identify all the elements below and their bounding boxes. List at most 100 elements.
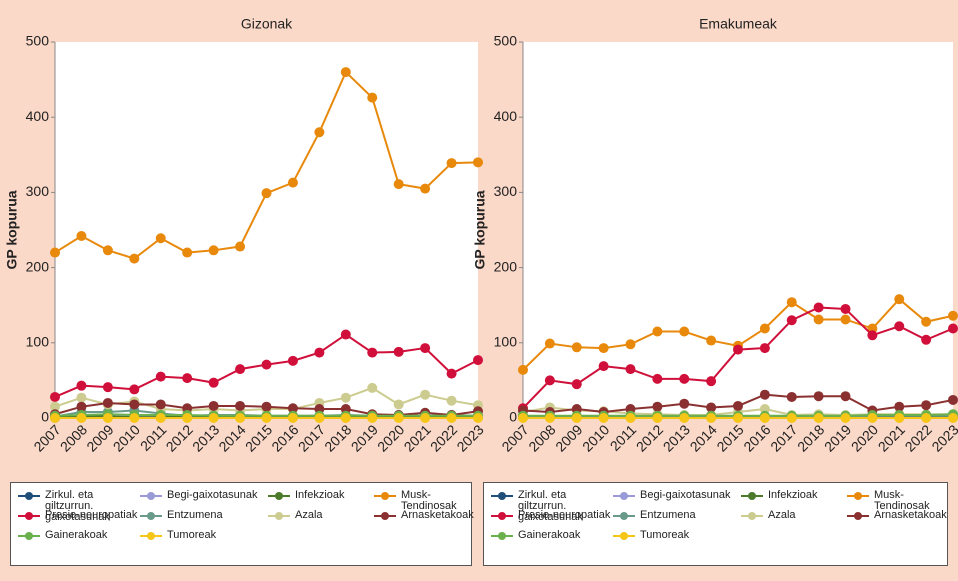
data-point: [652, 373, 663, 384]
swatch-dot: [25, 492, 33, 500]
data-point: [679, 398, 690, 409]
legend-label: Gainerakoak: [45, 529, 108, 541]
legend-label: Entzumena: [640, 509, 696, 521]
x-tick-label: 2010: [110, 421, 143, 454]
y-tick-label: 500: [494, 33, 518, 49]
legend-item: Infekzioak: [267, 490, 373, 510]
data-point: [813, 391, 824, 402]
data-point: [706, 413, 717, 423]
data-point: [894, 401, 905, 412]
plot-area: [55, 42, 478, 418]
data-point: [840, 391, 851, 402]
legend-swatch: [741, 492, 763, 500]
x-tick-label: 2019: [821, 421, 854, 454]
data-point: [813, 302, 824, 313]
legend-swatch: [140, 492, 162, 500]
swatch-dot: [381, 492, 389, 500]
y-tick-label: 300: [26, 183, 50, 199]
swatch-dot: [25, 512, 33, 520]
data-point: [446, 158, 457, 169]
data-point: [786, 413, 797, 423]
data-point: [706, 335, 717, 346]
swatch-dot: [748, 512, 756, 520]
legend-swatch: [140, 512, 162, 520]
data-point: [261, 401, 272, 412]
legend-item: Arnasketakoak: [373, 510, 474, 530]
chart-title: Emakumeak: [699, 16, 778, 32]
data-point: [679, 373, 690, 384]
legend-label: Presio-neuropatiak: [518, 509, 611, 521]
data-point: [625, 413, 636, 423]
data-point: [182, 413, 193, 423]
x-tick-label: 2017: [295, 421, 328, 454]
legend-label: Tumoreak: [640, 529, 690, 541]
data-point: [598, 343, 609, 354]
x-tick-label: 2020: [374, 421, 407, 454]
series: [50, 329, 483, 402]
legend-item: Zirkul. eta giltzurrun. gaixotasunak: [490, 490, 612, 523]
data-point: [571, 379, 582, 390]
swatch-dot: [620, 532, 628, 540]
data-point: [786, 297, 797, 308]
data-point: [921, 334, 932, 345]
swatch-dot: [25, 532, 33, 540]
data-point: [948, 310, 958, 321]
data-point: [182, 247, 193, 258]
x-tick-label: 2009: [83, 421, 116, 454]
swatch-dot: [275, 512, 283, 520]
legend-swatch: [18, 532, 40, 540]
data-point: [706, 376, 717, 387]
legend-item: Presio-neuropatiak: [17, 510, 139, 530]
data-point: [420, 413, 431, 423]
data-point: [208, 400, 219, 411]
data-point: [102, 397, 113, 408]
x-tick-label: 2011: [607, 421, 640, 454]
data-point: [840, 314, 851, 325]
data-point: [367, 413, 378, 423]
swatch-dot: [147, 532, 155, 540]
data-point: [102, 413, 113, 423]
x-tick-label: 2014: [215, 421, 248, 454]
chart-title: Gizonak: [241, 16, 293, 32]
data-point: [786, 315, 797, 326]
x-tick-label: 2023: [453, 421, 486, 454]
legend-swatch: [847, 512, 869, 520]
legend: Zirkul. eta giltzurrun. gaixotasunak Begi…: [10, 482, 474, 566]
data-point: [155, 233, 166, 244]
legend-swatch: [613, 512, 635, 520]
x-tick-label: 2012: [633, 421, 666, 454]
data-point: [867, 413, 878, 423]
x-tick-label: 2021: [401, 421, 434, 454]
legend-label: Begi-gaixotasunak: [640, 489, 731, 501]
x-tick-label: 2016: [740, 421, 773, 454]
data-point: [76, 380, 87, 391]
swatch-dot: [498, 532, 506, 540]
swatch-dot: [147, 512, 155, 520]
data-point: [652, 326, 663, 337]
y-tick-label: 200: [26, 258, 50, 274]
data-point: [155, 371, 166, 382]
legend-label: Presio-neuropatiak: [45, 509, 138, 521]
legend-swatch: [491, 512, 513, 520]
data-point: [393, 399, 404, 410]
data-point: [446, 368, 457, 379]
plot-area: [523, 42, 953, 418]
data-point: [393, 346, 404, 357]
data-point: [518, 413, 528, 423]
swatch-dot: [620, 492, 628, 500]
legend-item: Musk-Tendinosak: [846, 490, 947, 512]
data-point: [235, 400, 246, 411]
swatch-dot: [620, 512, 628, 520]
data-point: [367, 347, 378, 358]
data-point: [76, 231, 87, 242]
x-tick-label: 2021: [875, 421, 908, 454]
data-point: [786, 391, 797, 402]
legend-item: Begi-gaixotasunak: [612, 490, 740, 510]
data-point: [340, 413, 351, 423]
legend: Zirkul. eta giltzurrun. gaixotasunak Begi…: [483, 482, 948, 566]
legend-item: Azala: [740, 510, 846, 530]
swatch-dot: [498, 512, 506, 520]
legend-swatch: [18, 512, 40, 520]
legend-swatch: [268, 492, 290, 500]
